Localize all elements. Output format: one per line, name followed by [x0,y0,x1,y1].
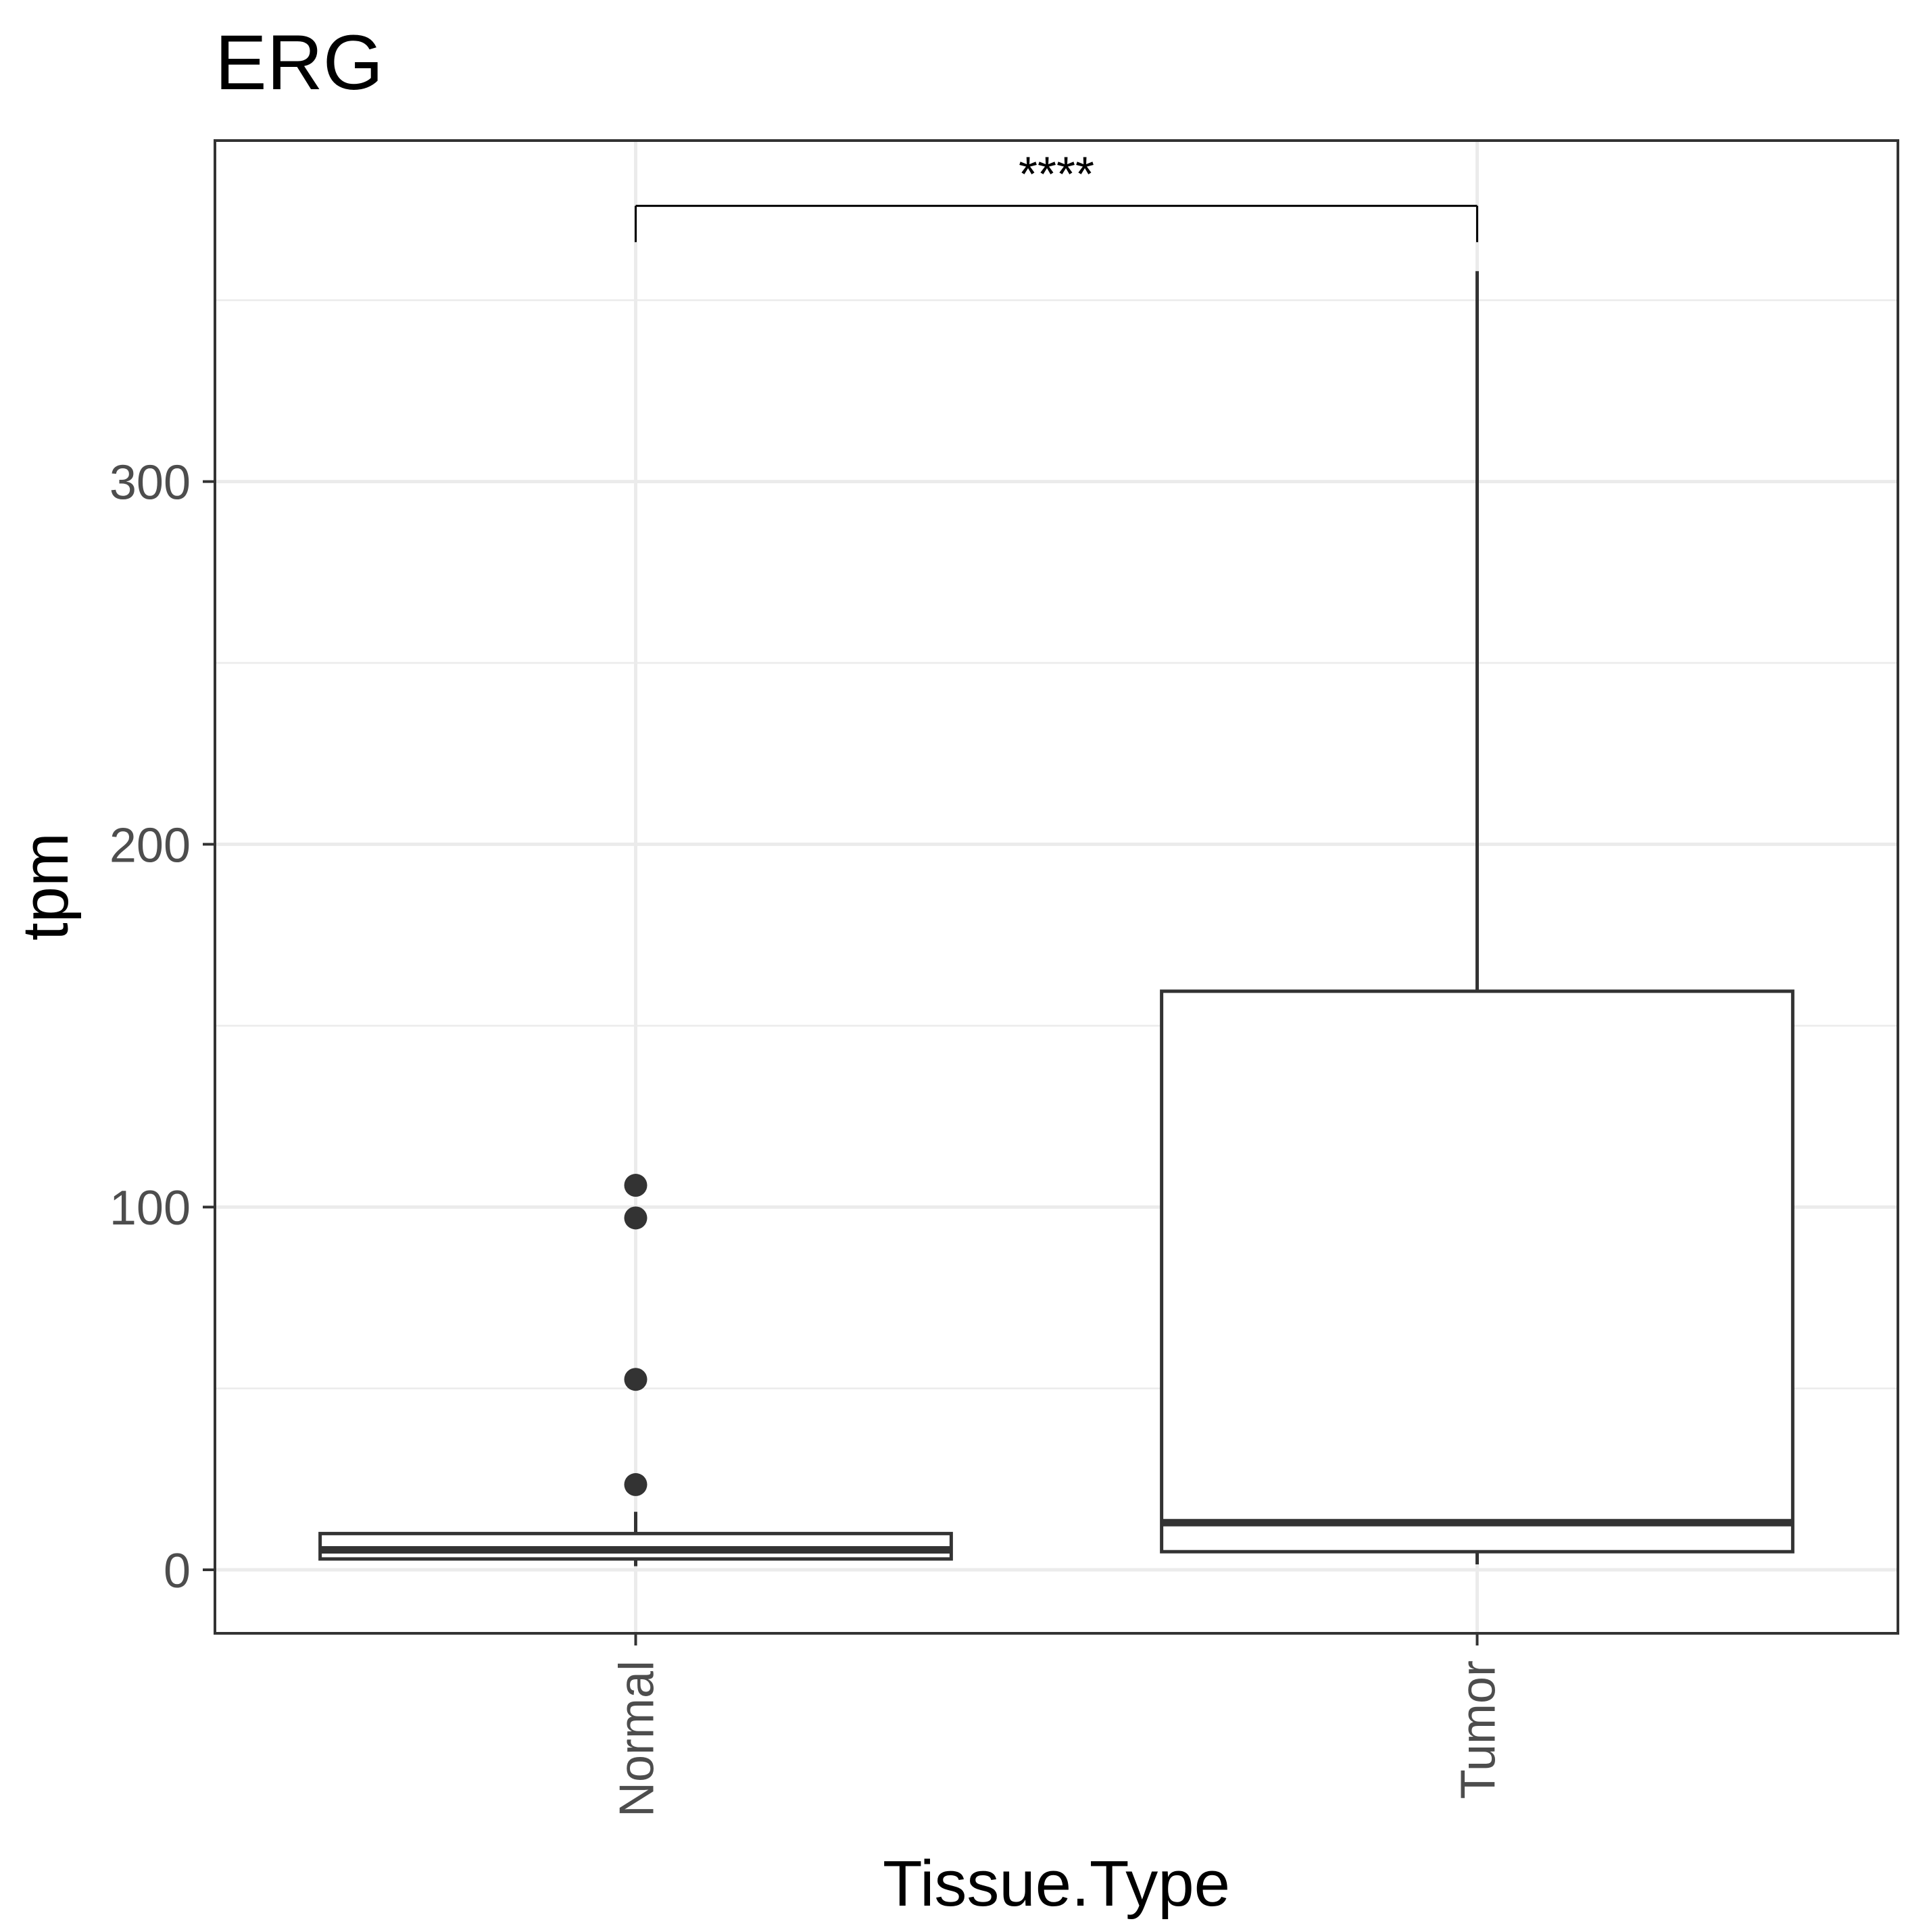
x-axis-title: Tissue.Type [883,1848,1230,1920]
outlier-point-normal [624,1206,648,1230]
significance-annotation: **** [635,148,1478,243]
outlier-point-normal [624,1368,648,1391]
panel-border [214,139,1899,1635]
y-tick-label: 300 [109,456,191,510]
significance-label: **** [1019,148,1094,202]
outlier-point-normal [624,1472,648,1496]
y-tick-label: 100 [109,1181,191,1235]
outlier-point-normal [624,1174,648,1197]
plot-marks [318,271,1794,1566]
y-axis-title: tpm [9,833,82,941]
chart-title: ERG [215,20,383,106]
y-tick-label: 200 [109,818,191,872]
axes: 0 100 200 300 Normal Tumor [109,456,1506,1817]
x-tick-label: Normal [610,1660,664,1817]
x-tick-label: Tumor [1452,1660,1506,1799]
box-tumor [1160,989,1794,1554]
y-tick-label: 0 [164,1544,191,1598]
